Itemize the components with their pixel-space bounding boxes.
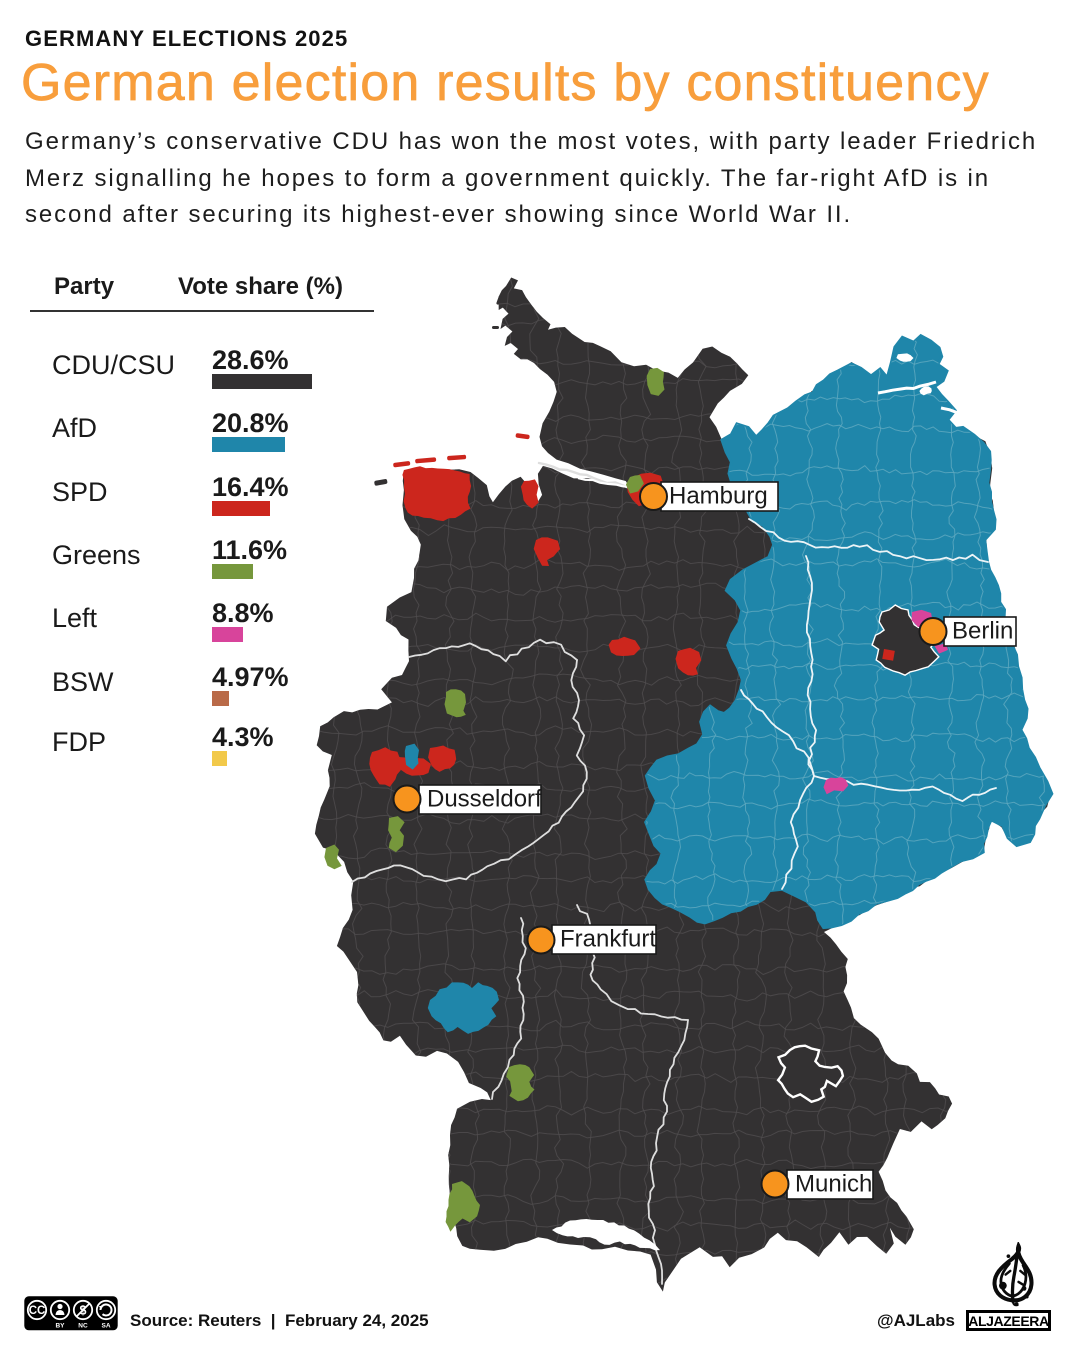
- svg-text:Hamburg: Hamburg: [669, 483, 768, 510]
- svg-text:Munich: Munich: [795, 1171, 872, 1198]
- svg-text:CC: CC: [29, 1305, 46, 1317]
- svg-text:NC: NC: [78, 1323, 88, 1330]
- svg-text:Frankfurt: Frankfurt: [560, 926, 656, 953]
- svg-text:BY: BY: [55, 1323, 65, 1330]
- svg-text:Berlin: Berlin: [952, 618, 1013, 645]
- svg-text:Dusseldorf: Dusseldorf: [427, 786, 542, 813]
- svg-text:SA: SA: [101, 1323, 110, 1330]
